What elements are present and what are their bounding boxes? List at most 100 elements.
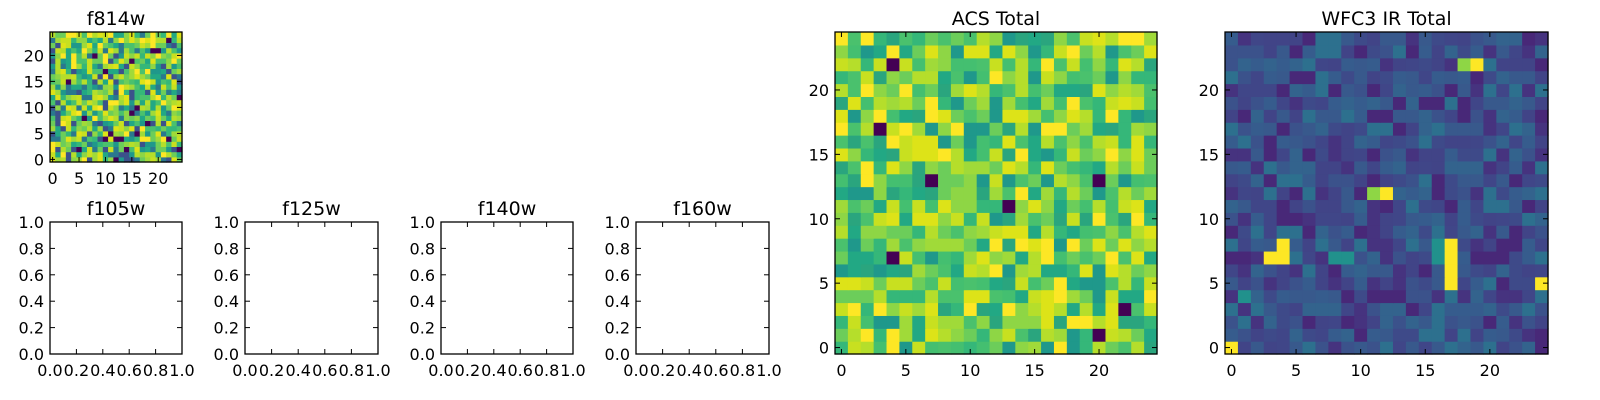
wfc3-ir-total-pixel — [1509, 44, 1523, 59]
wfc3-ir-total-pixel — [1341, 32, 1355, 46]
f814w-pixel — [97, 99, 104, 106]
f814w-pixel — [71, 115, 77, 121]
f814w-pixel — [166, 52, 173, 59]
f814w-pixel — [123, 58, 130, 64]
f814w-pixel — [118, 156, 125, 163]
wfc3-ir-total-pixel — [1483, 250, 1497, 265]
f814w-pixel — [113, 52, 120, 59]
acs-total-pixel — [1105, 44, 1119, 59]
acs-total-pixel — [1105, 263, 1119, 278]
acs-total-pixel — [1066, 302, 1081, 316]
f814w-pixel — [50, 89, 56, 95]
wfc3-ir-total-pixel — [1380, 44, 1394, 59]
wfc3-ir-total-pixel — [1522, 199, 1536, 213]
wfc3-ir-total-pixel — [1341, 122, 1355, 136]
acs-total-pixel — [899, 160, 913, 175]
wfc3-ir-total-pixel — [1509, 160, 1523, 175]
f814w-pixel — [134, 146, 141, 153]
acs-total-pixel — [1092, 199, 1107, 213]
f814w-pixel — [71, 63, 77, 69]
acs-total-pixel — [976, 160, 991, 175]
acs-total-pixel — [1105, 122, 1119, 136]
acs-total-pixel — [1144, 135, 1158, 149]
acs-total-pixel — [989, 225, 1004, 239]
wfc3-ir-total-pixel — [1496, 32, 1510, 46]
acs-total-pixel — [847, 212, 862, 226]
wfc3-ir-total-pixel — [1250, 212, 1265, 226]
f125w-xtick-label: 0.8 — [339, 361, 364, 380]
f814w-pixel — [50, 73, 56, 80]
acs-total-pixel — [989, 57, 1004, 72]
f814w-pixel — [55, 125, 62, 132]
wfc3-ir-total-pixel — [1535, 341, 1549, 355]
wfc3-ir-total-pixel — [1444, 341, 1459, 355]
acs-total-pixel — [976, 83, 991, 97]
wfc3-ir-total-pixel — [1470, 212, 1484, 226]
acs-total-pixel — [1015, 147, 1029, 162]
acs-total-pixel — [1028, 238, 1042, 252]
f814w-pixel — [50, 110, 56, 116]
f105w-ytick-label: 0.6 — [19, 266, 44, 285]
acs-total-pixel — [1144, 122, 1158, 136]
wfc3-ir-total-pixel — [1509, 328, 1523, 342]
f814w-pixel — [129, 146, 136, 153]
f140w-ytick-label: 0.4 — [410, 292, 435, 311]
f814w-pixel — [171, 63, 178, 69]
wfc3-ir-total-pixel — [1444, 44, 1459, 59]
f814w-pixel — [176, 89, 183, 95]
f814w-pixel — [81, 37, 88, 43]
f814w-pixel — [155, 78, 162, 85]
wfc3-ir-total-pixel — [1418, 341, 1433, 355]
acs-total-pixel — [1079, 109, 1094, 123]
acs-total-pixel — [886, 212, 900, 226]
wfc3-ir-total-pixel — [1315, 212, 1329, 226]
wfc3-ir-total-pixel — [1328, 173, 1342, 188]
acs-total-pixel — [989, 70, 1004, 85]
wfc3-ir-total-pixel — [1470, 96, 1484, 110]
f814w-pixel — [71, 141, 77, 147]
acs-total-pixel — [1092, 315, 1107, 329]
acs-total-pixel — [1002, 57, 1016, 72]
acs-total-pixel — [886, 250, 900, 265]
f814w-pixel — [123, 156, 130, 163]
acs-total-pixel — [1028, 96, 1042, 110]
acs-total-pixel — [860, 186, 875, 201]
wfc3-ir-total-pixel — [1302, 122, 1317, 136]
f814w-pixel — [92, 146, 99, 153]
wfc3-ir-total-pixel — [1276, 96, 1291, 110]
f814w-pixel — [118, 42, 125, 49]
f814w-pixel — [65, 37, 72, 43]
acs-total-pixel — [886, 225, 900, 239]
f814w-pixel — [50, 47, 56, 54]
wfc3-ir-total-pixel — [1289, 199, 1304, 213]
acs-total-pixel — [1131, 32, 1145, 46]
acs-total-pixel — [1144, 225, 1158, 239]
wfc3-ir-total-pixel — [1535, 122, 1549, 136]
f125w-axes-frame — [244, 221, 379, 355]
wfc3-ir-total-pixel — [1535, 276, 1549, 291]
f814w-pixel — [76, 146, 83, 153]
wfc3-ir-total-pixel — [1302, 96, 1317, 110]
wfc3-ir-total-pixel — [1263, 276, 1278, 291]
f814w-pixel — [129, 130, 136, 137]
acs-total-pixel — [835, 263, 849, 278]
wfc3-ir-total-pixel — [1367, 238, 1381, 252]
f814w-pixel — [102, 125, 109, 132]
f814w-pixel — [139, 32, 146, 38]
f814w-pixel — [97, 63, 104, 69]
wfc3-ir-total-pixel — [1328, 263, 1342, 278]
f814w-pixel — [113, 89, 120, 95]
wfc3-ir-total-pixel — [1263, 302, 1278, 316]
f814w-pixel — [150, 63, 157, 69]
acs-total-pixel — [1002, 328, 1016, 342]
acs-total-pixel — [1131, 341, 1145, 355]
f814w-pixel — [166, 68, 173, 75]
f814w-pixel — [108, 136, 114, 142]
wfc3-ir-total-pixel — [1302, 57, 1317, 72]
acs-total-pixel — [925, 44, 939, 59]
acs-total-pixel — [925, 83, 939, 97]
f814w-pixel — [145, 84, 151, 90]
acs-total-pixel — [1118, 147, 1132, 162]
acs-total-pixel — [1092, 57, 1107, 72]
f814w-pixel — [139, 120, 146, 127]
